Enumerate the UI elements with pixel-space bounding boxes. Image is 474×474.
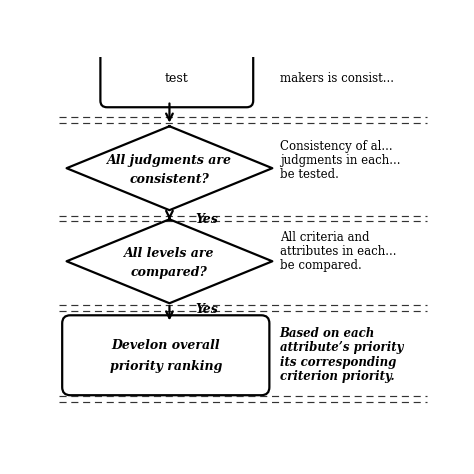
Text: Yes: Yes [195,303,218,316]
Text: Consistency of al...: Consistency of al... [280,140,392,153]
Text: priority ranking: priority ranking [109,360,222,373]
Text: judgments in each...: judgments in each... [280,154,400,167]
Text: All judgments are: All judgments are [107,154,232,167]
Text: All levels are: All levels are [124,247,215,260]
Text: Yes: Yes [195,213,218,226]
Text: consistent?: consistent? [129,173,210,186]
Text: test: test [165,72,189,85]
Text: Based on each: Based on each [280,327,375,340]
Text: attribute’s priority: attribute’s priority [280,341,403,354]
Text: All criteria and: All criteria and [280,231,369,244]
Text: compared?: compared? [131,266,208,279]
Text: be tested.: be tested. [280,167,338,181]
Text: makers is consist...: makers is consist... [280,72,394,85]
Text: Develon overall: Develon overall [111,338,220,352]
Text: be compared.: be compared. [280,259,361,272]
FancyBboxPatch shape [100,50,253,107]
Text: attributes in each...: attributes in each... [280,245,396,258]
FancyBboxPatch shape [62,315,269,395]
Text: its corresponding: its corresponding [280,356,396,369]
Text: criterion priority.: criterion priority. [280,371,394,383]
